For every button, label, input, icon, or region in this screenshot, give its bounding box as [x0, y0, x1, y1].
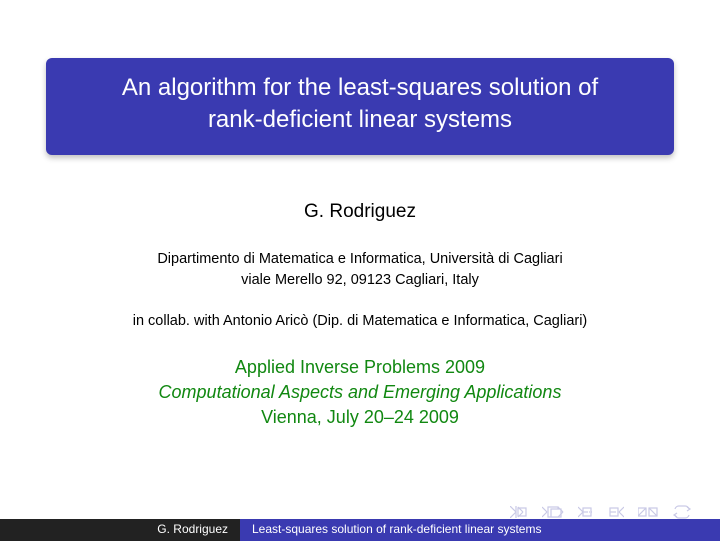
conference-date: Vienna, July 20–24 2009 [42, 405, 678, 430]
next-step-icon[interactable] [608, 506, 624, 518]
affiliation-line-2: viale Merello 92, 09123 Cagliari, Italy [42, 270, 678, 291]
title-line-2: rank-deficient linear systems [66, 104, 654, 136]
conference-subtitle: Computational Aspects and Emerging Appli… [42, 380, 678, 405]
author-name: G. Rodriguez [42, 201, 678, 223]
prev-step-icon[interactable] [578, 506, 594, 518]
collaboration-note: in collab. with Antonio Aricò (Dip. di M… [42, 313, 678, 329]
prev-slide-icon[interactable] [542, 506, 564, 518]
conference-name: Applied Inverse Problems 2009 [42, 355, 678, 380]
slide: An algorithm for the least-squares solut… [0, 0, 720, 541]
title-line-1: An algorithm for the least-squares solut… [66, 72, 654, 104]
toggle-mode-icon[interactable] [638, 506, 658, 518]
conference-info: Applied Inverse Problems 2009 Computatio… [42, 355, 678, 431]
footer-title: Least-squares solution of rank-deficient… [240, 519, 720, 541]
title-block: An algorithm for the least-squares solut… [46, 58, 674, 155]
footer-author: G. Rodriguez [0, 519, 240, 541]
first-slide-icon[interactable] [510, 506, 528, 518]
affiliation: Dipartimento di Matematica e Informatica… [42, 249, 678, 291]
footer-bar: G. Rodriguez Least-squares solution of r… [0, 519, 720, 541]
nav-controls [510, 505, 692, 519]
loop-icon[interactable] [672, 505, 692, 519]
affiliation-line-1: Dipartimento di Matematica e Informatica… [42, 249, 678, 270]
